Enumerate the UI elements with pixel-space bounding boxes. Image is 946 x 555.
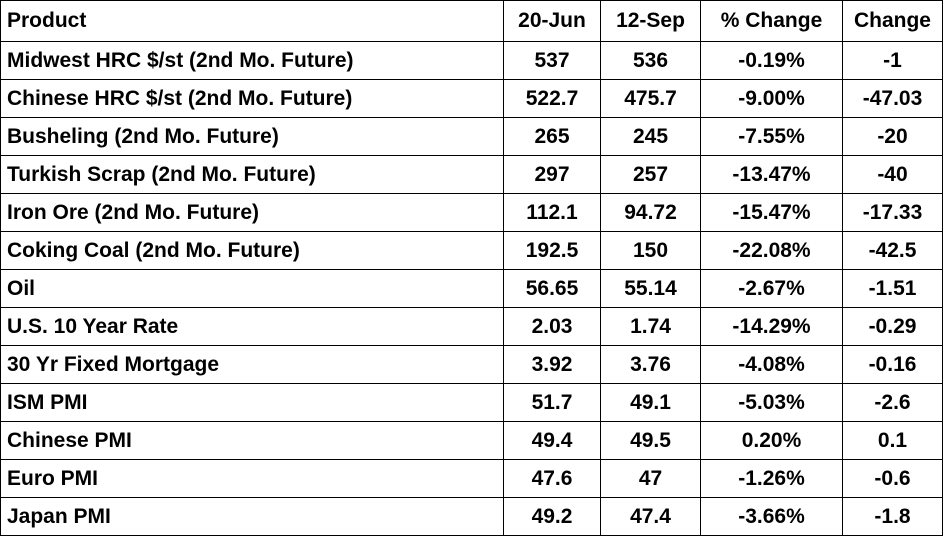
table-row: Chinese PMI 49.4 49.5 0.20% 0.1 [0,421,943,460]
table-row: Iron Ore (2nd Mo. Future) 112.1 94.72 -15.4… [0,193,943,232]
value-cell: -14.29% [700,307,843,346]
value-cell: 0.20% [700,421,843,460]
value-cell: 112.1 [503,193,601,232]
value-cell: -1.51 [842,269,943,308]
table-row: Oil 56.65 55.14 -2.67% -1.51 [0,269,943,308]
value-cell: 257 [600,155,701,194]
data-table: Product 20-Jun 12-Sep% Change Change Midwes… [0,0,943,536]
product-cell: ISM PMI [0,383,504,422]
value-cell: 56.65 [503,269,601,308]
value-cell: 49.4 [503,421,601,460]
product-cell: Coking Coal (2nd Mo. Future) [0,231,504,270]
value-cell: 51.7 [503,383,601,422]
value-cell: 265 [503,117,601,156]
value-cell: -2.67% [700,269,843,308]
value-cell: -7.55% [700,117,843,156]
value-cell: 2.03 [503,307,601,346]
value-cell: 1.74 [600,307,701,346]
value-cell: 522.7 [503,79,601,118]
table-row: 30 Yr Fixed Mortgage 3.92 3.76 -4.08% -0.16 [0,345,943,384]
value-cell: -22.08% [700,231,843,270]
product-cell: Japan PMI [0,497,504,536]
table-row: ISM PMI 51.7 49.1 -5.03% -2.6 [0,383,943,422]
value-cell: -2.6 [842,383,943,422]
header-row: Product 20-Jun 12-Sep% Change Change [0,0,943,42]
value-cell: 55.14 [600,269,701,308]
value-cell: 49.1 [600,383,701,422]
table-row: Turkish Scrap (2nd Mo. Future) 297 257 -13.… [0,155,943,194]
product-cell: Chinese PMI [0,421,504,460]
product-cell: 30 Yr Fixed Mortgage [0,345,504,384]
column-header: Change [842,0,943,42]
column-header: % Change [700,0,843,42]
value-cell: 192.5 [503,231,601,270]
table-body: Midwest HRC $/st (2nd Mo. Future) 537 536-… [0,41,943,536]
value-cell: 475.7 [600,79,701,118]
value-cell: 3.92 [503,345,601,384]
value-cell: -3.66% [700,497,843,536]
value-cell: -0.16 [842,345,943,384]
table-row: Midwest HRC $/st (2nd Mo. Future) 537 536-… [0,41,943,80]
value-cell: 47.4 [600,497,701,536]
value-cell: 297 [503,155,601,194]
value-cell: 47.6 [503,459,601,498]
product-cell: Chinese HRC $/st (2nd Mo. Future) [0,79,504,118]
value-cell: 245 [600,117,701,156]
value-cell: -4.08% [700,345,843,384]
value-cell: 47 [600,459,701,498]
value-cell: -1.26% [700,459,843,498]
value-cell: -1 [842,41,943,80]
value-cell: 94.72 [600,193,701,232]
value-cell: -0.19% [700,41,843,80]
value-cell: -9.00% [700,79,843,118]
table-row: Busheling (2nd Mo. Future) 265 245 -7.55% -2… [0,117,943,156]
value-cell: -1.8 [842,497,943,536]
product-cell: Euro PMI [0,459,504,498]
column-header: 12-Sep [600,0,701,42]
table-row: Japan PMI 49.2 47.4 -3.66% -1.8 [0,497,943,536]
value-cell: 49.5 [600,421,701,460]
value-cell: -0.6 [842,459,943,498]
value-cell: -47.03 [842,79,943,118]
value-cell: -0.29 [842,307,943,346]
value-cell: 537 [503,41,601,80]
value-cell: -40 [842,155,943,194]
table-row: Chinese HRC $/st (2nd Mo. Future) 522.7 47… [0,79,943,118]
value-cell: -42.5 [842,231,943,270]
table-row: U.S. 10 Year Rate 2.03 1.74 -14.29% -0.29 [0,307,943,346]
value-cell: -15.47% [700,193,843,232]
table-row: Euro PMI 47.6 47 -1.26% -0.6 [0,459,943,498]
product-cell: Iron Ore (2nd Mo. Future) [0,193,504,232]
value-cell: -13.47% [700,155,843,194]
value-cell: 0.1 [842,421,943,460]
product-cell: Midwest HRC $/st (2nd Mo. Future) [0,41,504,80]
value-cell: -5.03% [700,383,843,422]
column-header: 20-Jun [503,0,601,42]
column-header: Product [0,0,504,42]
value-cell: 536 [600,41,701,80]
value-cell: 150 [600,231,701,270]
value-cell: -20 [842,117,943,156]
product-cell: Busheling (2nd Mo. Future) [0,117,504,156]
value-cell: -17.33 [842,193,943,232]
value-cell: 49.2 [503,497,601,536]
product-cell: Oil [0,269,504,308]
value-cell: 3.76 [600,345,701,384]
product-cell: U.S. 10 Year Rate [0,307,504,346]
table-row: Coking Coal (2nd Mo. Future) 192.5 150 -22.… [0,231,943,270]
product-cell: Turkish Scrap (2nd Mo. Future) [0,155,504,194]
